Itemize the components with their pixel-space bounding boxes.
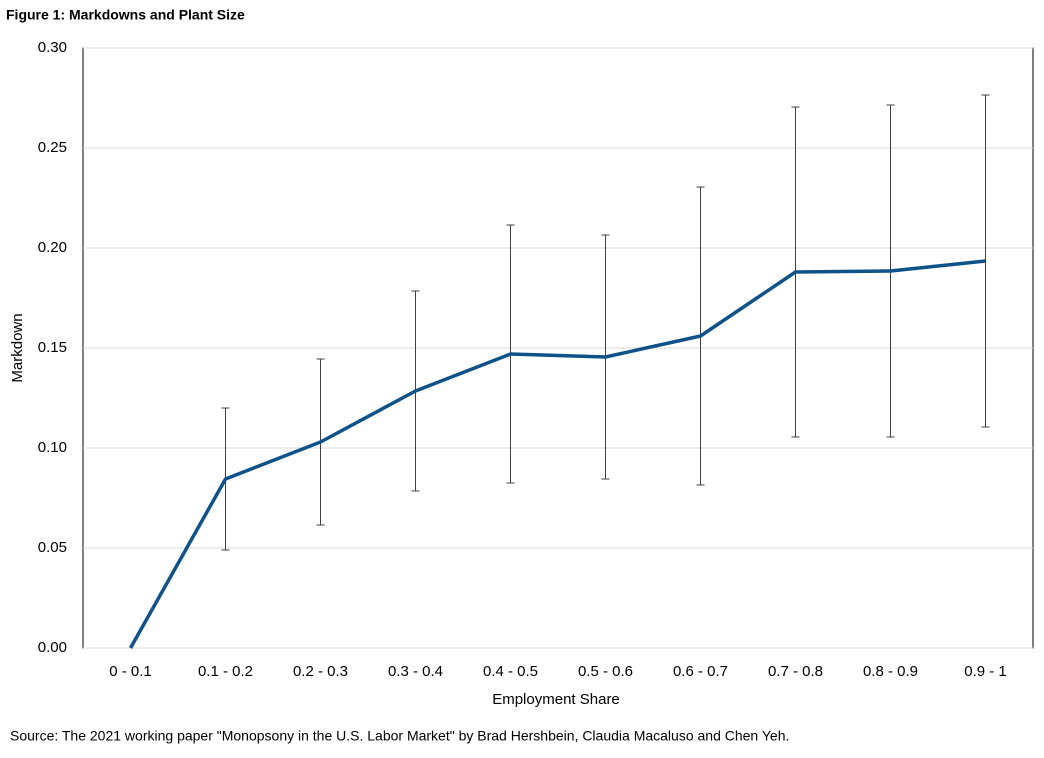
x-axis-label: Employment Share (492, 691, 620, 708)
y-tick-label: 0.00 (38, 639, 67, 656)
y-tick-label: 0.10 (38, 439, 67, 456)
chart-title: Figure 1: Markdowns and Plant Size (6, 7, 245, 23)
x-tick-label: 0.8 - 0.9 (863, 663, 918, 680)
y-tick-label: 0.30 (38, 39, 67, 56)
x-tick-label: 0.1 - 0.2 (198, 663, 253, 680)
x-tick-label: 0.5 - 0.6 (578, 663, 633, 680)
x-tick-label: 0.9 - 1 (964, 663, 1007, 680)
y-tick-label: 0.15 (38, 339, 67, 356)
y-tick-label: 0.20 (38, 239, 67, 256)
y-tick-label: 0.25 (38, 139, 67, 156)
x-tick-label: 0.7 - 0.8 (768, 663, 823, 680)
x-tick-label: 0.2 - 0.3 (293, 663, 348, 680)
series-line (128, 259, 986, 649)
y-tick-label: 0.05 (38, 539, 67, 556)
x-tick-label: 0 - 0.1 (109, 663, 152, 680)
x-tick-label: 0.6 - 0.7 (673, 663, 728, 680)
x-tick-label: 0.3 - 0.4 (388, 663, 443, 680)
y-axis-label: Markdown (9, 313, 26, 382)
x-tick-label: 0.4 - 0.5 (483, 663, 538, 680)
source-note: Source: The 2021 working paper "Monopson… (10, 728, 789, 744)
